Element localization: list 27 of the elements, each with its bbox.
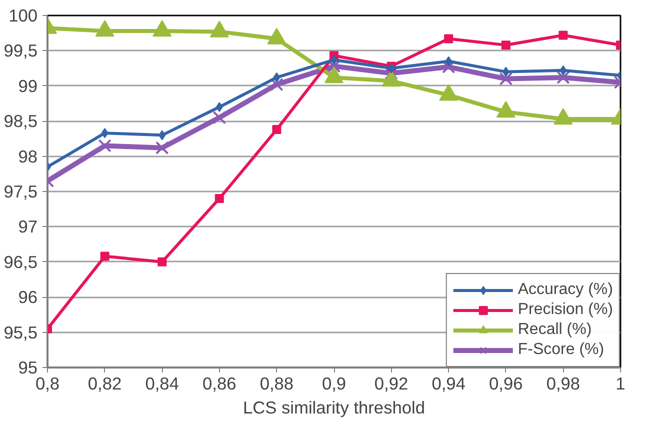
- x-tick-label: 0,86: [202, 374, 236, 394]
- y-tick-label: 96,5: [4, 252, 38, 272]
- x-tick-label: 0,92: [374, 374, 408, 394]
- x-tick-label: 1: [616, 374, 626, 394]
- x-tick-label: 0,88: [260, 374, 294, 394]
- y-tick-label: 96: [18, 287, 38, 308]
- y-tick-label: 98: [18, 146, 38, 166]
- x-tick-label: 0,98: [546, 374, 580, 394]
- legend-label: Accuracy (%): [518, 281, 613, 299]
- y-tick-label: 95,5: [4, 322, 38, 342]
- x-tick-label: 0,96: [489, 374, 523, 394]
- y-tick-label: 97: [18, 216, 38, 237]
- legend-label: Precision (%): [518, 301, 613, 319]
- y-tick-label: 95: [18, 358, 38, 378]
- x-tick-label: 0,84: [145, 374, 180, 394]
- y-tick-label: 97,5: [4, 182, 38, 202]
- legend-label: F-Score (%): [518, 341, 604, 359]
- x-tick-label: 0,94: [432, 374, 466, 394]
- y-tick-label: 99: [18, 76, 38, 96]
- y-tick-label: 99,5: [4, 40, 38, 61]
- y-tick-label: 100: [8, 6, 38, 26]
- legend-label: Recall (%): [518, 321, 592, 339]
- x-tick-label: 0,82: [88, 374, 122, 394]
- x-tick-label: 0,8: [35, 374, 60, 394]
- x-axis-title: LCS similarity threshold: [243, 398, 426, 418]
- x-tick-label: 0,9: [322, 374, 346, 394]
- y-tick-label: 98,5: [4, 111, 38, 132]
